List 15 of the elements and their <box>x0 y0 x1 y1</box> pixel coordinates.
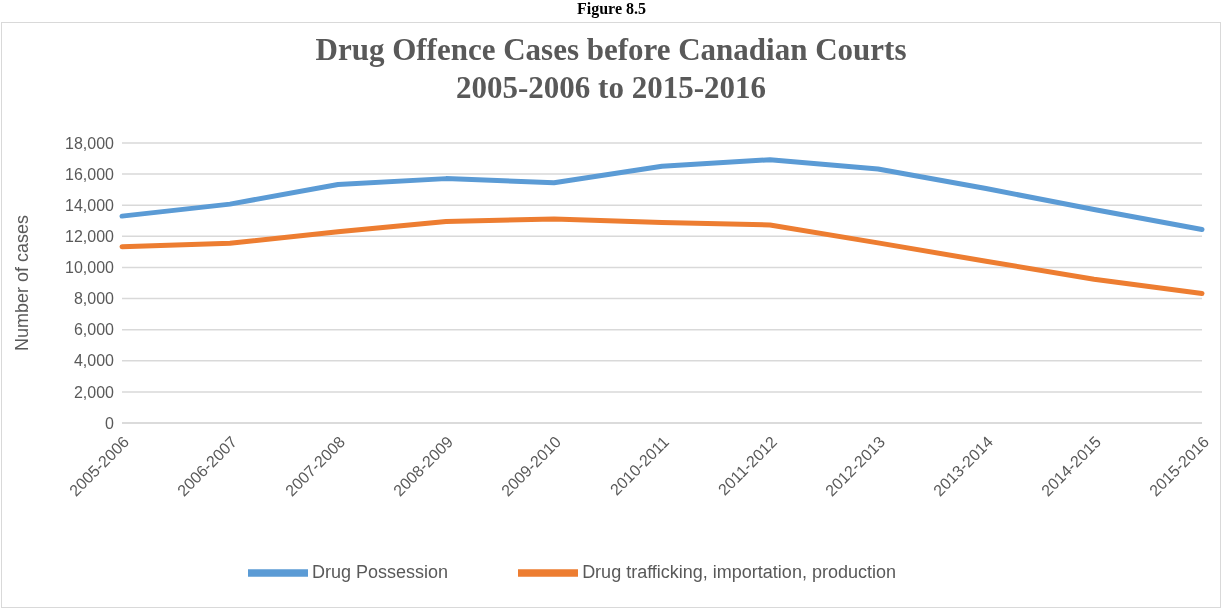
y-tick-label: 12,000 <box>65 228 115 246</box>
y-tick-label: 0 <box>105 414 115 432</box>
y-tick-label: 18,000 <box>65 134 115 152</box>
caption: Figure 8.5 <box>576 0 647 18</box>
legend-label: Drug Possession <box>312 561 449 582</box>
y-tick-label: 4,000 <box>73 352 115 370</box>
chart-title: Drug Offence Cases before Canadian Courts 2005-2006 to 2015-2016 <box>314 31 908 107</box>
legend-label: Drug trafficking, importation, production <box>582 561 896 582</box>
y-axis-title: Number of cases <box>12 214 33 352</box>
y-tick-label: 10,000 <box>65 259 115 277</box>
y-tick-label: 16,000 <box>65 165 115 183</box>
y-tick-label: 14,000 <box>65 196 115 214</box>
y-tick-label: 2,000 <box>73 383 115 401</box>
y-tick-label: 8,000 <box>73 290 115 308</box>
y-tick-label: 6,000 <box>73 321 115 339</box>
